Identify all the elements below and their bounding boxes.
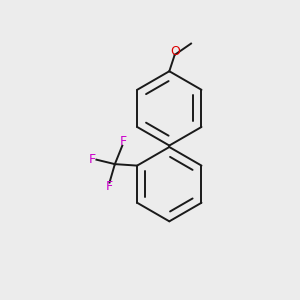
Text: F: F xyxy=(119,135,126,148)
Text: O: O xyxy=(170,45,180,58)
Text: F: F xyxy=(105,180,112,193)
Text: F: F xyxy=(89,153,96,166)
